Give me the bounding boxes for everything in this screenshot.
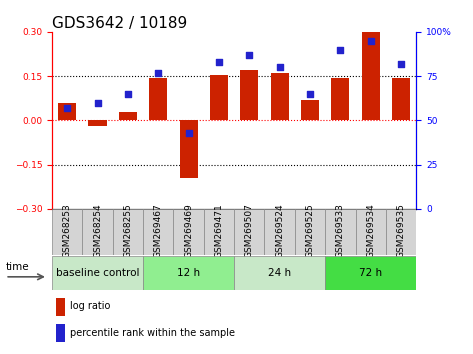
Bar (386, 209, 416, 255)
Text: GSM269469: GSM269469 (184, 204, 193, 258)
Bar (234, 256, 325, 290)
Point (124, 91, 131, 97)
Bar (301, 100, 319, 120)
Bar (88, 120, 106, 126)
Text: GSM269467: GSM269467 (154, 204, 163, 258)
Point (155, 70, 162, 75)
Bar (143, 209, 174, 255)
Text: GSM269507: GSM269507 (245, 204, 254, 258)
Point (337, 47, 344, 52)
Bar (56, 324, 65, 342)
Bar (52, 209, 82, 255)
Text: GSM269471: GSM269471 (214, 204, 223, 258)
Bar (264, 209, 295, 255)
Bar (210, 75, 228, 120)
Bar (174, 209, 204, 255)
Text: GSM268254: GSM268254 (93, 204, 102, 258)
Text: 12 h: 12 h (177, 268, 200, 278)
Bar (234, 209, 264, 255)
Text: GSM269535: GSM269535 (396, 204, 405, 258)
Text: 24 h: 24 h (268, 268, 291, 278)
Bar (204, 209, 234, 255)
Text: 72 h: 72 h (359, 268, 382, 278)
Bar (392, 78, 410, 120)
Text: GSM268253: GSM268253 (63, 204, 72, 258)
Text: percentile rank within the sample: percentile rank within the sample (70, 328, 235, 338)
Bar (58, 103, 76, 120)
Point (306, 91, 314, 97)
Bar (143, 256, 234, 290)
Bar (356, 209, 386, 255)
Bar (361, 32, 380, 120)
Point (397, 61, 405, 67)
Bar (113, 209, 143, 255)
Bar (271, 73, 289, 120)
Point (63, 105, 71, 111)
Bar (119, 112, 137, 120)
Point (215, 59, 223, 65)
Bar (325, 209, 356, 255)
Bar (295, 209, 325, 255)
Bar (240, 70, 258, 120)
Text: GDS3642 / 10189: GDS3642 / 10189 (52, 16, 187, 31)
Bar (56, 298, 65, 316)
Text: log ratio: log ratio (70, 301, 111, 311)
Point (276, 64, 283, 70)
Bar (179, 120, 198, 178)
Bar (149, 78, 167, 120)
Point (245, 52, 253, 58)
Bar (325, 256, 416, 290)
Text: time: time (5, 262, 29, 272)
Bar (331, 78, 350, 120)
Point (94, 100, 101, 105)
Text: GSM268255: GSM268255 (123, 204, 132, 258)
Text: GSM269534: GSM269534 (366, 204, 375, 258)
Text: GSM269533: GSM269533 (336, 204, 345, 258)
Text: GSM269524: GSM269524 (275, 204, 284, 258)
Text: GSM269525: GSM269525 (306, 204, 315, 258)
Text: baseline control: baseline control (56, 268, 140, 278)
Point (185, 130, 193, 136)
Bar (82, 209, 113, 255)
Bar (52, 256, 143, 290)
Point (367, 38, 375, 44)
